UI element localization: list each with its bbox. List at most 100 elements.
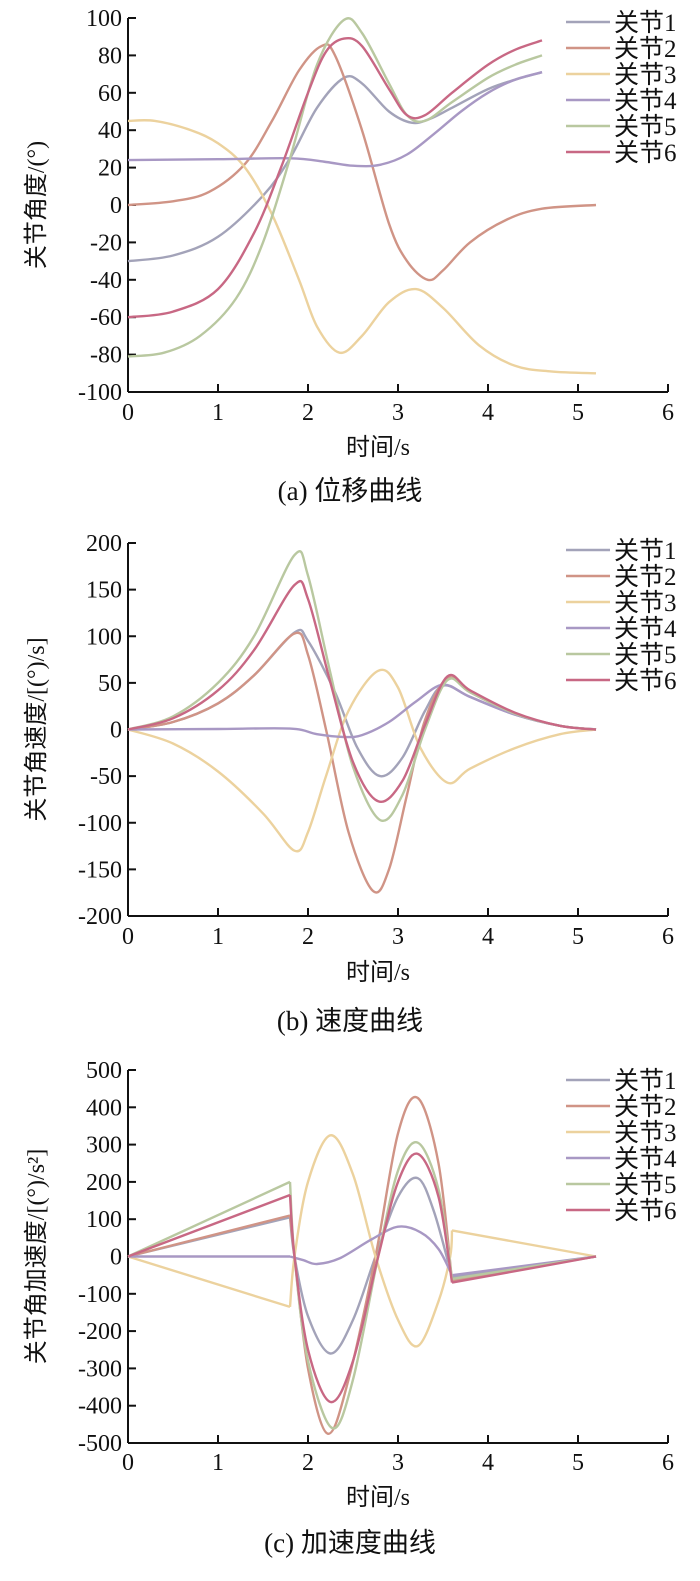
series-line-joint-6 [127, 580, 597, 804]
y-axis-label: 关节角速度/[(°)/s] [23, 637, 50, 821]
y-tick-label: -100 [78, 380, 122, 406]
chart-caption: (a) 位移曲线 [278, 476, 423, 506]
x-tick-label: 6 [662, 400, 674, 426]
y-tick-label: 150 [86, 578, 122, 604]
series-line-joint-3 [127, 668, 597, 853]
legend-label: 关节6 [614, 667, 677, 695]
y-tick-label: -400 [78, 1394, 122, 1420]
x-tick-label: 0 [122, 1450, 134, 1476]
y-tick-label: 200 [86, 531, 122, 557]
chart-panel-c: -500 -400 -300 -200 -100 0 100 200 300 400 500 0 1 2 3… [23, 1058, 677, 1558]
y-tick-label: -200 [78, 904, 122, 930]
x-tick-label: 5 [572, 400, 584, 426]
series-line-joint-2 [127, 631, 597, 894]
x-tick-label: 4 [482, 1450, 494, 1476]
legend-label: 关节3 [614, 589, 677, 617]
x-tick-label: 2 [302, 924, 314, 950]
chart-panel-b: -200 -150 -100 -50 0 50 100 150 200 0 1 2 3 4 5 6 时间/s 关节… [23, 531, 677, 1036]
legend-label: 关节5 [614, 1171, 677, 1199]
series-line-joint-3 [127, 1134, 597, 1348]
y-tick-label: 300 [86, 1133, 122, 1159]
legend-label: 关节5 [614, 641, 677, 669]
x-tick-label: 4 [482, 924, 494, 950]
legend-label: 关节1 [614, 537, 677, 565]
x-tick-label: 2 [302, 1450, 314, 1476]
legend-label: 关节3 [614, 1119, 677, 1147]
y-tick-label: 100 [86, 1207, 122, 1233]
x-tick-label: 5 [572, 1450, 584, 1476]
y-tick-label: -150 [78, 857, 122, 883]
y-tick-label: -300 [78, 1356, 122, 1382]
legend-label: 关节2 [614, 563, 677, 591]
y-tick-label: -50 [90, 764, 122, 790]
series-line-joint-4 [127, 71, 543, 168]
x-tick-label: 0 [122, 924, 134, 950]
y-tick-label: -80 [90, 343, 122, 369]
y-tick-label: 0 [110, 1245, 122, 1271]
series-line-joint-5 [127, 1141, 597, 1430]
y-tick-label: 40 [98, 118, 122, 144]
y-tick-label: -200 [78, 1319, 122, 1345]
legend-label: 关节5 [614, 113, 677, 141]
y-tick-label: -100 [78, 811, 122, 837]
chart-panel-a: -100 -80 -60 -40 -20 0 20 40 60 80 100 0 1 2 3 4 5 6 时间/s 关… [23, 6, 677, 506]
x-tick-label: 3 [392, 1450, 404, 1476]
series-line-joint-6 [127, 36, 543, 319]
x-tick-label: 3 [392, 924, 404, 950]
legend-label: 关节3 [614, 61, 677, 89]
x-tick-label: 4 [482, 400, 494, 426]
series-line-joint-2 [127, 43, 597, 282]
x-tick-label: 2 [302, 400, 314, 426]
legend-label: 关节4 [614, 615, 677, 643]
series-line-joint-1 [127, 71, 543, 263]
legend-label: 关节4 [614, 87, 677, 115]
chart-caption: (c) 加速度曲线 [264, 1528, 436, 1558]
x-tick-label: 1 [212, 1450, 224, 1476]
y-tick-label: 50 [98, 671, 122, 697]
y-axis-label: 关节角度/(°) [23, 141, 50, 269]
y-tick-label: -20 [90, 230, 122, 256]
x-tick-label: 6 [662, 1450, 674, 1476]
x-axis-label: 时间/s [346, 434, 410, 461]
y-tick-label: 100 [86, 624, 122, 650]
y-tick-label: 0 [110, 193, 122, 219]
legend-label: 关节2 [614, 35, 677, 63]
legend-label: 关节6 [614, 1197, 677, 1225]
y-tick-label: 400 [86, 1095, 122, 1121]
series-line-joint-5 [127, 550, 597, 823]
series-line-joint-6 [127, 1152, 597, 1404]
y-tick-label: -40 [90, 268, 122, 294]
x-tick-label: 6 [662, 924, 674, 950]
x-tick-label: 1 [212, 400, 224, 426]
y-tick-label: 60 [98, 81, 122, 107]
y-tick-label: -60 [90, 305, 122, 331]
y-tick-label: 20 [98, 156, 122, 182]
y-tick-label: 500 [86, 1058, 122, 1084]
x-axis-label: 时间/s [346, 1484, 410, 1511]
y-tick-label: 0 [110, 718, 122, 744]
y-axis-label: 关节角加速度/[(°)/s²] [23, 1149, 50, 1364]
legend-label: 关节1 [614, 9, 677, 37]
chart-caption: (b) 速度曲线 [277, 1006, 423, 1036]
x-tick-label: 0 [122, 400, 134, 426]
legend-label: 关节6 [614, 139, 677, 167]
legend-label: 关节2 [614, 1093, 677, 1121]
x-tick-label: 5 [572, 924, 584, 950]
series-line-joint-4 [127, 683, 597, 739]
series-line-joint-1 [127, 628, 597, 778]
legend-label: 关节4 [614, 1145, 677, 1173]
legend-label: 关节1 [614, 1067, 677, 1095]
y-tick-label: 100 [86, 6, 122, 32]
y-tick-label: 200 [86, 1170, 122, 1196]
y-tick-label: -100 [78, 1282, 122, 1308]
x-tick-label: 1 [212, 924, 224, 950]
series-line-joint-5 [127, 17, 543, 358]
x-tick-label: 3 [392, 400, 404, 426]
x-axis-label: 时间/s [346, 959, 410, 986]
y-tick-label: 80 [98, 43, 122, 69]
series-line-joint-3 [127, 118, 597, 375]
